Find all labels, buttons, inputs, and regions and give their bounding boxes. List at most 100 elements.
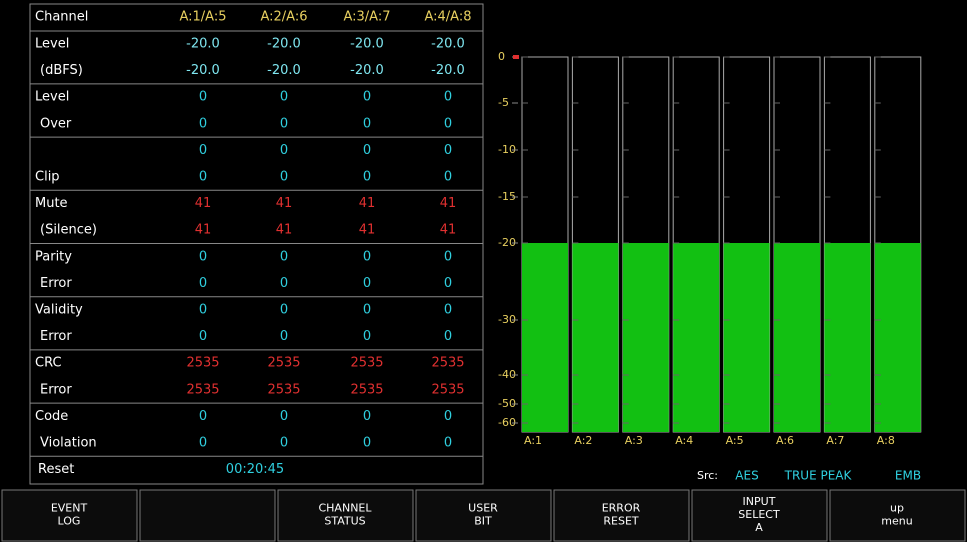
cell-value: 0: [444, 170, 452, 185]
cell-value: 0: [280, 170, 288, 185]
key-label: USER: [468, 502, 498, 515]
key-face: [277, 489, 414, 542]
peak-marker: [513, 55, 519, 59]
meter-bar: [673, 243, 720, 432]
meter-bar: [572, 243, 619, 432]
cell-value: 41: [195, 196, 212, 211]
row-label: Code: [35, 409, 68, 424]
cell-value: -20.0: [350, 63, 384, 78]
cell-value: 0: [363, 249, 371, 264]
channel-label: A:4: [675, 434, 693, 447]
source-item: AES: [735, 469, 758, 483]
cell-value: -20.0: [267, 37, 301, 52]
cell-value: 0: [280, 276, 288, 291]
cell-value: 0: [444, 249, 452, 264]
cell-value: 0: [280, 116, 288, 131]
cell-value: 0: [199, 329, 207, 344]
channel-label: A:8: [877, 434, 895, 447]
cell-value: 2535: [350, 356, 383, 371]
cell-value: 2535: [267, 382, 300, 397]
row-label: Validity: [35, 303, 83, 318]
cell-value: 0: [444, 143, 452, 158]
table-header: A:3/A:7: [343, 10, 390, 25]
cell-value: 0: [199, 409, 207, 424]
key-face: [1, 489, 138, 542]
cell-value: 2535: [431, 356, 464, 371]
cell-value: 0: [444, 409, 452, 424]
cell-value: 0: [363, 90, 371, 105]
cell-value: 41: [359, 196, 376, 211]
table-header: A:1/A:5: [179, 10, 226, 25]
cell-value: 0: [363, 303, 371, 318]
key-label: ERROR: [602, 502, 641, 515]
scale-label: 0: [498, 50, 505, 63]
cell-value: -20.0: [350, 37, 384, 52]
channel-label: A:2: [574, 434, 592, 447]
row-label: Over: [40, 116, 72, 131]
cell-value: 0: [199, 170, 207, 185]
row-label: (dBFS): [40, 63, 83, 78]
row-label: Level: [35, 90, 69, 105]
meter-bar: [723, 243, 770, 432]
table-header: Channel: [35, 10, 88, 25]
cell-value: 41: [276, 196, 293, 211]
channel-label: A:5: [726, 434, 744, 447]
scale-label: -20: [498, 236, 516, 249]
cell-value: 0: [444, 116, 452, 131]
cell-value: 2535: [186, 382, 219, 397]
key-label: EVENT: [51, 502, 88, 515]
key-label: BIT: [474, 515, 492, 528]
row-label: Violation: [40, 436, 97, 451]
key-label: A: [755, 521, 763, 534]
meter-bar: [622, 243, 669, 432]
cell-value: 0: [199, 90, 207, 105]
cell-value: 0: [444, 329, 452, 344]
meter-bar: [874, 243, 921, 432]
cell-value: 0: [280, 143, 288, 158]
cell-value: 0: [199, 276, 207, 291]
scale-label: -40: [498, 368, 516, 381]
cell-value: 2535: [186, 356, 219, 371]
cell-value: 41: [440, 196, 457, 211]
cell-value: 0: [444, 436, 452, 451]
cell-value: -20.0: [186, 63, 220, 78]
row-label: Mute: [35, 196, 68, 211]
scale-label: -15: [498, 190, 516, 203]
source-item: EMB: [895, 469, 921, 483]
cell-value: -20.0: [431, 37, 465, 52]
row-label: CRC: [35, 356, 62, 371]
key-face: [415, 489, 552, 542]
key-label: CHANNEL: [318, 502, 372, 515]
row-label: Level: [35, 37, 69, 52]
cell-value: -20.0: [186, 37, 220, 52]
meter-bar: [774, 243, 820, 432]
cell-value: 0: [363, 276, 371, 291]
cell-value: 2535: [267, 356, 300, 371]
cell-value: 0: [280, 249, 288, 264]
cell-value: -20.0: [267, 63, 301, 78]
key-label: up: [890, 502, 904, 515]
channel-label: A:7: [826, 434, 844, 447]
key-face: [691, 489, 828, 542]
cell-value: 0: [444, 90, 452, 105]
cell-value: 0: [199, 303, 207, 318]
cell-value: 0: [199, 436, 207, 451]
cell-value: 41: [359, 223, 376, 238]
scale-label: -5: [498, 96, 509, 109]
cell-value: 0: [363, 143, 371, 158]
row-label: Error: [40, 382, 72, 397]
table-header: A:4/A:8: [424, 10, 471, 25]
cell-value: 0: [444, 303, 452, 318]
source-item: TRUE PEAK: [784, 469, 853, 483]
cell-value: 0: [280, 303, 288, 318]
function-key[interactable]: [139, 489, 276, 542]
key-face: [553, 489, 690, 542]
cell-value: 0: [363, 329, 371, 344]
